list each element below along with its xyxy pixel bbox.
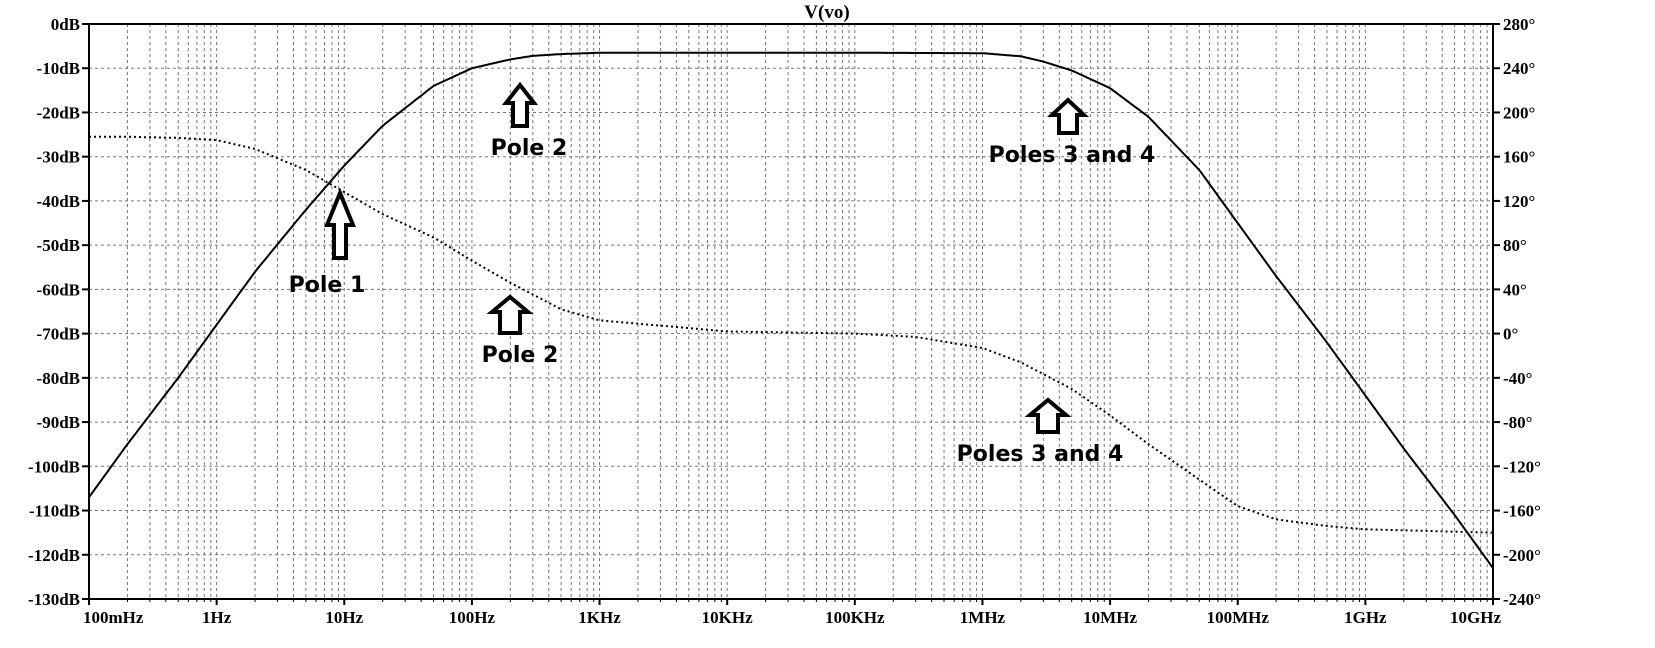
y-tick-label-right: 40° (1503, 280, 1527, 299)
plot-frame (88, 23, 1494, 600)
annotation-pole2-magnitude: Pole 2 (491, 81, 568, 161)
y-tick-label-right: 0° (1503, 325, 1518, 344)
annotation-label-pole1: Pole 1 (289, 273, 366, 298)
x-tick-label: 1KHz (578, 608, 621, 627)
x-tick-label: 100MHz (1207, 608, 1270, 627)
annotation-poles34-phase: Poles 3 and 4 (957, 397, 1124, 467)
y-tick-label-left: -60dB (37, 280, 80, 299)
y-tick-label-left: -100dB (28, 457, 80, 476)
up-arrow-icon (1046, 97, 1090, 135)
up-arrow-icon (1024, 397, 1072, 434)
y-tick-label-left: -20dB (37, 103, 80, 122)
y-tick-label-right: -160° (1503, 502, 1541, 521)
x-tick-label: 100KHz (825, 608, 885, 627)
y-tick-label-right: -80° (1503, 413, 1532, 432)
up-arrow-icon (324, 187, 356, 260)
magnitude-curve (88, 51, 1494, 569)
y-tick-label-right: 280° (1503, 15, 1535, 34)
y-tick-label-right: -120° (1503, 457, 1541, 476)
y-tick-label-right: 200° (1503, 103, 1535, 122)
axis-ticks (82, 23, 1500, 605)
annotation-pole1: Pole 1 (289, 187, 366, 298)
x-tick-label: 10KHz (702, 608, 753, 627)
annotation-label-poles34-phase: Poles 3 and 4 (957, 442, 1124, 467)
y-tick-label-right: -200° (1503, 546, 1541, 565)
y-tick-label-left: -40dB (37, 192, 80, 211)
up-arrow-icon (486, 294, 534, 335)
y-tick-label-left: -120dB (28, 546, 80, 565)
y-tick-label-left: -50dB (37, 236, 80, 255)
annotation-pole2-phase: Pole 2 (482, 294, 559, 368)
y-tick-label-right: -40° (1503, 369, 1532, 388)
x-tick-label: 100mHz (83, 608, 144, 627)
annotation-label-pole2-magnitude: Pole 2 (491, 136, 568, 161)
y-tick-label-left: -110dB (29, 502, 80, 521)
annotation-label-pole2-phase: Pole 2 (482, 343, 559, 368)
chart-title: V(vo) (804, 2, 849, 23)
x-tick-label: 100Hz (449, 608, 496, 627)
x-tick-label: 10Hz (325, 608, 363, 627)
y-tick-label-left: -80dB (37, 369, 80, 388)
axis-labels: 0dB 280° -10dB 240° -20dB 200° -30dB 160° -40dB 1… (28, 15, 1541, 627)
phase-curve (89, 135, 1494, 534)
y-tick-label-left: -30dB (37, 148, 80, 167)
x-tick-label: 10GHz (1450, 608, 1501, 627)
y-tick-label-right: -240° (1503, 590, 1541, 609)
y-tick-label-left: -90dB (37, 413, 80, 432)
y-tick-label-right: 160° (1503, 148, 1535, 167)
y-tick-label-left: 0dB (51, 15, 80, 34)
y-tick-label-right: 240° (1503, 59, 1535, 78)
x-tick-label: 1MHz (960, 608, 1006, 627)
y-tick-label-left: -70dB (37, 325, 80, 344)
x-tick-label: 1GHz (1344, 608, 1387, 627)
up-arrow-icon (501, 81, 539, 128)
y-tick-label-right: 120° (1503, 192, 1535, 211)
y-tick-label-right: 80° (1503, 236, 1527, 255)
annotation-label-poles34-magnitude: Poles 3 and 4 (989, 143, 1156, 168)
x-tick-label: 10MHz (1083, 608, 1137, 627)
grid-lines (88, 23, 1493, 600)
y-tick-label-left: -10dB (37, 59, 80, 78)
data-curves (88, 51, 1494, 569)
annotation-poles34-magnitude: Poles 3 and 4 (989, 97, 1156, 168)
y-tick-label-left: -130dB (28, 590, 80, 609)
x-tick-label: 1Hz (202, 608, 232, 627)
